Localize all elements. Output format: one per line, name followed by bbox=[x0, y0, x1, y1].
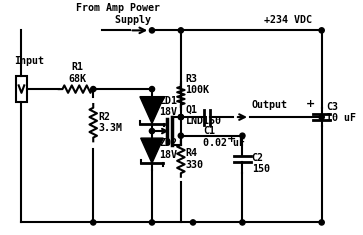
Polygon shape bbox=[140, 97, 164, 124]
Circle shape bbox=[91, 86, 96, 92]
Text: ZD2
18V: ZD2 18V bbox=[159, 138, 178, 160]
Bar bbox=[16, 76, 27, 102]
Text: C1
0.02 uF: C1 0.02 uF bbox=[203, 126, 245, 148]
Text: Output: Output bbox=[252, 100, 288, 110]
Text: Input: Input bbox=[14, 56, 44, 66]
Text: +: + bbox=[306, 99, 315, 109]
Circle shape bbox=[178, 28, 183, 33]
Circle shape bbox=[319, 114, 324, 120]
Text: Q1
LND150: Q1 LND150 bbox=[185, 105, 221, 126]
Circle shape bbox=[190, 220, 196, 225]
Text: C2
150: C2 150 bbox=[252, 153, 270, 175]
Polygon shape bbox=[141, 138, 163, 163]
Circle shape bbox=[240, 133, 245, 138]
Circle shape bbox=[149, 86, 155, 92]
Circle shape bbox=[178, 114, 183, 120]
Text: C3
10 uF: C3 10 uF bbox=[326, 102, 356, 123]
Text: +: + bbox=[227, 134, 236, 145]
Circle shape bbox=[319, 220, 324, 225]
Circle shape bbox=[91, 220, 96, 225]
Circle shape bbox=[149, 129, 155, 134]
Circle shape bbox=[319, 28, 324, 33]
Text: R3
100K: R3 100K bbox=[185, 74, 209, 95]
Circle shape bbox=[178, 133, 183, 138]
Circle shape bbox=[149, 220, 155, 225]
Text: R2
3.3M: R2 3.3M bbox=[99, 112, 123, 133]
Text: R1
68K: R1 68K bbox=[68, 62, 86, 83]
Circle shape bbox=[178, 114, 183, 120]
Text: ZD1
18V: ZD1 18V bbox=[159, 96, 178, 117]
Text: From Amp Power
     Supply: From Amp Power Supply bbox=[76, 3, 160, 25]
Circle shape bbox=[240, 220, 245, 225]
Text: +234 VDC: +234 VDC bbox=[264, 15, 312, 25]
Circle shape bbox=[149, 28, 155, 33]
Text: R4
330: R4 330 bbox=[185, 148, 204, 170]
